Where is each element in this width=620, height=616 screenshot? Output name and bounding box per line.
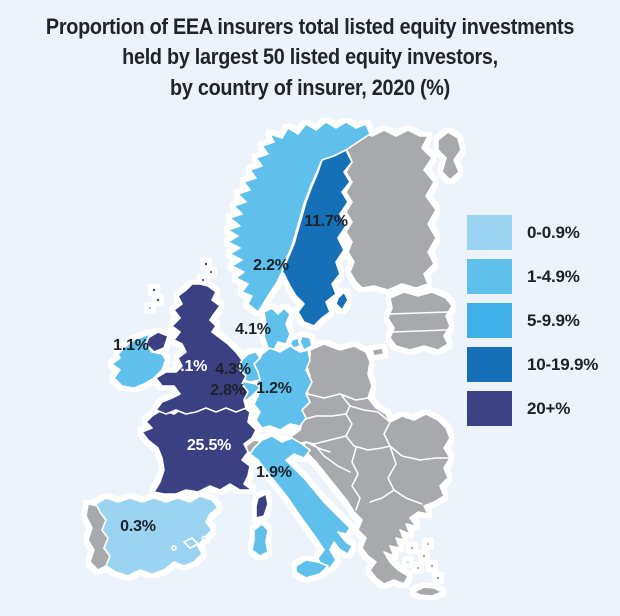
value-label-spain: 0.3%: [120, 518, 156, 535]
region-central-southeast-europe: [287, 343, 451, 585]
island-corsica: [255, 493, 269, 519]
island-sardinia: [251, 523, 269, 557]
legend-swatch-3: [467, 347, 512, 382]
aegean-island: [415, 565, 421, 571]
legend: 0-0.9% 1-4.9% 5-9.9% 10-19.9% 20+%: [467, 215, 598, 426]
legend-row: 20+%: [467, 391, 598, 426]
value-label-united-kingdom: 28.1%: [162, 358, 208, 375]
title-line-3: by country of insurer, 2020 (%): [170, 74, 450, 100]
island-funen: [289, 337, 301, 349]
title-line-2: held by largest 50 listed equity investo…: [122, 44, 498, 70]
island-hebrides: [155, 297, 161, 303]
value-label-germany: 1.2%: [256, 380, 292, 397]
legend-swatch-2: [467, 303, 512, 338]
value-label-belgium: 2.8%: [210, 382, 246, 399]
value-label-sweden: 11.7%: [304, 213, 348, 230]
legend-row: 1-4.9%: [467, 259, 598, 294]
country-germany: [253, 345, 313, 431]
island-orkney: [200, 277, 206, 283]
value-label-ireland: 1.1%: [113, 337, 149, 354]
legend-swatch-4: [467, 391, 512, 426]
region-kaliningrad: [371, 347, 385, 357]
country-united-kingdom: [155, 283, 249, 415]
legend-label: 20+%: [527, 398, 571, 418]
island-crete: [413, 586, 443, 597]
island-hebrides: [147, 305, 153, 311]
island-shetland: [208, 269, 214, 275]
country-norway: [227, 121, 371, 313]
island-zealand: [299, 335, 313, 351]
country-finland: [339, 129, 437, 291]
island-gotland: [335, 291, 349, 311]
country-spain: [95, 495, 219, 577]
value-label-norway: 2.2%: [253, 257, 289, 274]
legend-label: 5-9.9%: [527, 310, 580, 330]
value-label-netherlands: 4.3%: [215, 361, 251, 378]
country-ireland: [111, 333, 167, 389]
legend-row: 5-9.9%: [467, 303, 598, 338]
aegean-island: [425, 541, 431, 547]
aegean-island: [429, 563, 435, 569]
legend-swatch-1: [467, 259, 512, 294]
legend-row: 10-19.9%: [467, 347, 598, 382]
island-sicily: [295, 559, 329, 579]
value-label-italy: 1.9%: [256, 464, 292, 481]
legend-label: 0-0.9%: [527, 222, 580, 242]
legend-label: 10-19.9%: [527, 354, 599, 374]
island-hebrides: [151, 287, 157, 293]
aegean-island: [405, 559, 411, 565]
country-russia: [437, 131, 462, 181]
internal-borders: [301, 311, 451, 511]
aegean-island: [421, 553, 427, 559]
country-italy: [249, 435, 353, 569]
island-ibiza: [171, 545, 177, 551]
island-menorca: [201, 535, 207, 541]
aegean-island: [409, 545, 415, 551]
island-shetland: [203, 261, 209, 267]
figure-title: Proportion of EEA insurers total listed …: [31, 12, 589, 103]
value-label-france: 25.5%: [186, 437, 232, 454]
region-baltic-states: [387, 291, 453, 351]
title-line-1: Proportion of EEA insurers total listed …: [45, 14, 575, 39]
legend-label: 1-4.9%: [527, 266, 580, 286]
legend-swatch-0: [467, 215, 512, 250]
legend-row: 0-0.9%: [467, 215, 598, 250]
country-sweden: [281, 149, 353, 327]
country-denmark: [263, 307, 291, 351]
island-mallorca: [183, 537, 199, 549]
value-label-denmark: 4.1%: [235, 321, 271, 338]
aegean-island: [435, 575, 441, 581]
